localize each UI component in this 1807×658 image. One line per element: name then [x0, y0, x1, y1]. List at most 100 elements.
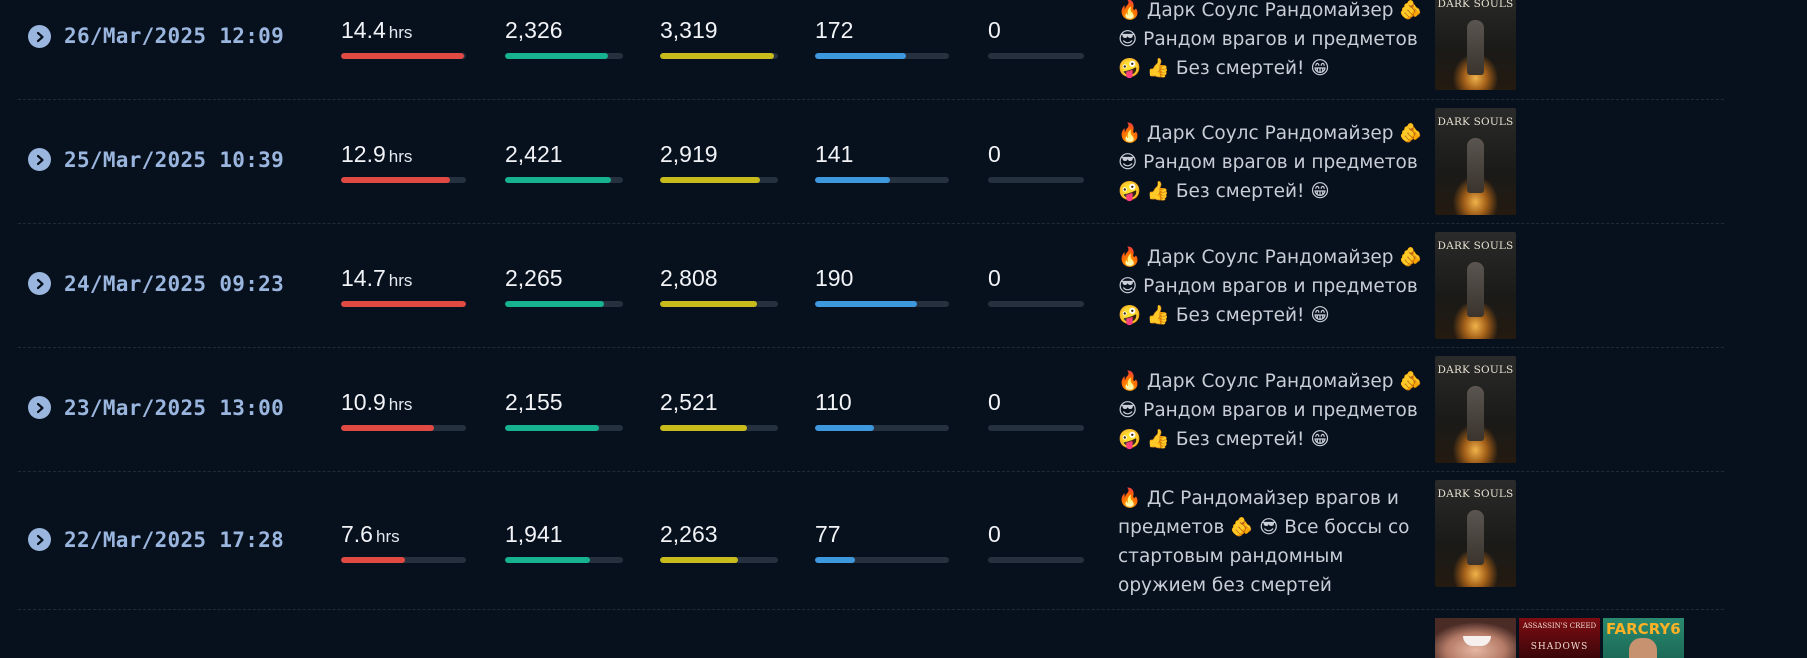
- followers-bar-fill: [815, 53, 907, 59]
- peak-viewers-bar: [505, 53, 623, 59]
- stream-row[interactable]: 25/Mar/2025 10:39 12.9 hrs 2,421 2,919 14…: [18, 100, 1724, 224]
- stream-date[interactable]: 22/Mar/2025 17:28: [64, 528, 285, 552]
- subs-stat: 0: [988, 521, 1084, 563]
- hours-unit: hrs: [388, 395, 413, 414]
- avg-viewers-value: 2,808: [660, 265, 718, 291]
- cover-title-line1: ASSASSIN'S CREED: [1522, 622, 1597, 630]
- hours-bar-fill: [341, 557, 405, 563]
- peak-viewers-bar: [505, 177, 623, 183]
- hours-stat: 14.7 hrs: [341, 265, 466, 307]
- hours-bar: [341, 177, 466, 183]
- stream-date[interactable]: 24/Mar/2025 09:23: [64, 272, 285, 296]
- hours-bar: [341, 557, 466, 563]
- stream-title[interactable]: 🔥 ДС Рандомайзер врагов и предметов 🫵 😎 …: [1118, 488, 1410, 596]
- streamer-thumbnail[interactable]: [1435, 618, 1516, 658]
- followers-stat: 190: [815, 265, 949, 307]
- subs-value: 0: [988, 17, 1001, 43]
- game-cover[interactable]: DARK SOULS: [1435, 108, 1516, 215]
- stream-row[interactable]: 24/Mar/2025 09:23 14.7 hrs 2,265 2,808 19…: [18, 224, 1724, 348]
- game-cover[interactable]: DARK SOULS: [1435, 356, 1516, 463]
- peak-viewers-value: 2,265: [505, 265, 563, 291]
- peak-viewers-stat: 2,421: [505, 141, 623, 183]
- subs-bar: [988, 177, 1084, 183]
- avg-viewers-stat: 2,808: [660, 265, 778, 307]
- stream-title[interactable]: 🔥 Дарк Соулс Рандомайзер 🫵 😎 Рандом враг…: [1118, 123, 1423, 202]
- hours-bar: [341, 425, 466, 431]
- followers-value: 172: [815, 17, 854, 43]
- followers-bar: [815, 53, 949, 59]
- followers-stat: 77: [815, 521, 949, 563]
- peak-viewers-value: 2,155: [505, 389, 563, 415]
- peak-viewers-bar-fill: [505, 557, 590, 563]
- hours-stat: 10.9 hrs: [341, 389, 466, 431]
- assassins-creed-cover[interactable]: ASSASSIN'S CREED SHADOWS: [1519, 618, 1600, 658]
- stream-title[interactable]: 🔥 Дарк Соулс Рандомайзер 🫵 😎 Рандом враг…: [1118, 371, 1423, 450]
- hours-stat: 7.6 hrs: [341, 521, 466, 563]
- game-cover[interactable]: DARK SOULS: [1435, 232, 1516, 339]
- followers-stat: 141: [815, 141, 949, 183]
- stream-row[interactable]: 23/Mar/2025 13:00 10.9 hrs 2,155 2,521 11…: [18, 348, 1724, 472]
- avg-viewers-bar-fill: [660, 557, 738, 563]
- avg-viewers-value: 2,521: [660, 389, 718, 415]
- expand-chevron-icon[interactable]: [28, 148, 51, 171]
- stream-date[interactable]: 23/Mar/2025 13:00: [64, 396, 285, 420]
- followers-stat: 110: [815, 389, 949, 431]
- peak-viewers-stat: 2,155: [505, 389, 623, 431]
- followers-value: 77: [815, 521, 841, 547]
- hours-unit: hrs: [388, 271, 413, 290]
- subs-stat: 0: [988, 17, 1084, 59]
- hours-value: 10.9: [341, 389, 386, 415]
- avg-viewers-bar-fill: [660, 53, 775, 59]
- game-cover[interactable]: DARK SOULS: [1435, 480, 1516, 587]
- avg-viewers-bar-fill: [660, 425, 748, 431]
- stream-title[interactable]: 🔥 Дарк Соулс Рандомайзер 🫵 😎 Рандом враг…: [1118, 0, 1423, 79]
- peak-viewers-bar-fill: [505, 425, 600, 431]
- game-cover-logo: DARK SOULS: [1437, 240, 1514, 252]
- stream-date[interactable]: 25/Mar/2025 10:39: [64, 148, 285, 172]
- followers-bar: [815, 301, 949, 307]
- avg-viewers-stat: 3,319: [660, 17, 778, 59]
- avg-viewers-bar-fill: [660, 301, 757, 307]
- subs-bar: [988, 301, 1084, 307]
- avg-viewers-bar-fill: [660, 177, 761, 183]
- hours-unit: hrs: [375, 527, 400, 546]
- followers-bar-fill: [815, 177, 891, 183]
- peak-viewers-bar-fill: [505, 177, 612, 183]
- peak-viewers-bar: [505, 301, 623, 307]
- avg-viewers-value: 2,919: [660, 141, 718, 167]
- hours-bar-fill: [341, 177, 450, 183]
- stream-row[interactable]: 26/Mar/2025 12:09 14.4 hrs 2,326 3,319 17…: [18, 0, 1724, 100]
- avg-viewers-stat: 2,521: [660, 389, 778, 431]
- expand-chevron-icon[interactable]: [28, 272, 51, 295]
- peak-viewers-bar: [505, 425, 623, 431]
- expand-chevron-icon[interactable]: [28, 528, 51, 551]
- peak-viewers-value: 2,326: [505, 17, 563, 43]
- hours-bar-fill: [341, 301, 466, 307]
- followers-value: 141: [815, 141, 854, 167]
- game-cover[interactable]: DARK SOULS: [1435, 0, 1516, 90]
- avg-viewers-stat: 2,263: [660, 521, 778, 563]
- avg-viewers-bar: [660, 177, 778, 183]
- cover-title: FARCRY6: [1606, 620, 1681, 638]
- followers-bar-fill: [815, 301, 917, 307]
- stream-date[interactable]: 26/Mar/2025 12:09: [64, 24, 285, 48]
- avg-viewers-stat: 2,919: [660, 141, 778, 183]
- hours-value: 14.4: [341, 17, 386, 43]
- hours-bar: [341, 301, 466, 307]
- stream-title[interactable]: 🔥 Дарк Соулс Рандомайзер 🫵 😎 Рандом враг…: [1118, 247, 1423, 326]
- subs-value: 0: [988, 141, 1001, 167]
- stream-row[interactable]: 22/Mar/2025 17:28 7.6 hrs 1,941 2,263 77 …: [18, 472, 1724, 610]
- expand-chevron-icon[interactable]: [28, 25, 51, 48]
- hours-value: 14.7: [341, 265, 386, 291]
- subs-stat: 0: [988, 389, 1084, 431]
- subs-bar: [988, 557, 1084, 563]
- hours-bar-fill: [341, 53, 464, 59]
- hours-bar-fill: [341, 425, 434, 431]
- far-cry-6-cover[interactable]: FARCRY6: [1603, 618, 1684, 658]
- expand-chevron-icon[interactable]: [28, 396, 51, 419]
- followers-bar: [815, 557, 949, 563]
- followers-bar-fill: [815, 425, 874, 431]
- followers-bar: [815, 177, 949, 183]
- avg-viewers-bar: [660, 301, 778, 307]
